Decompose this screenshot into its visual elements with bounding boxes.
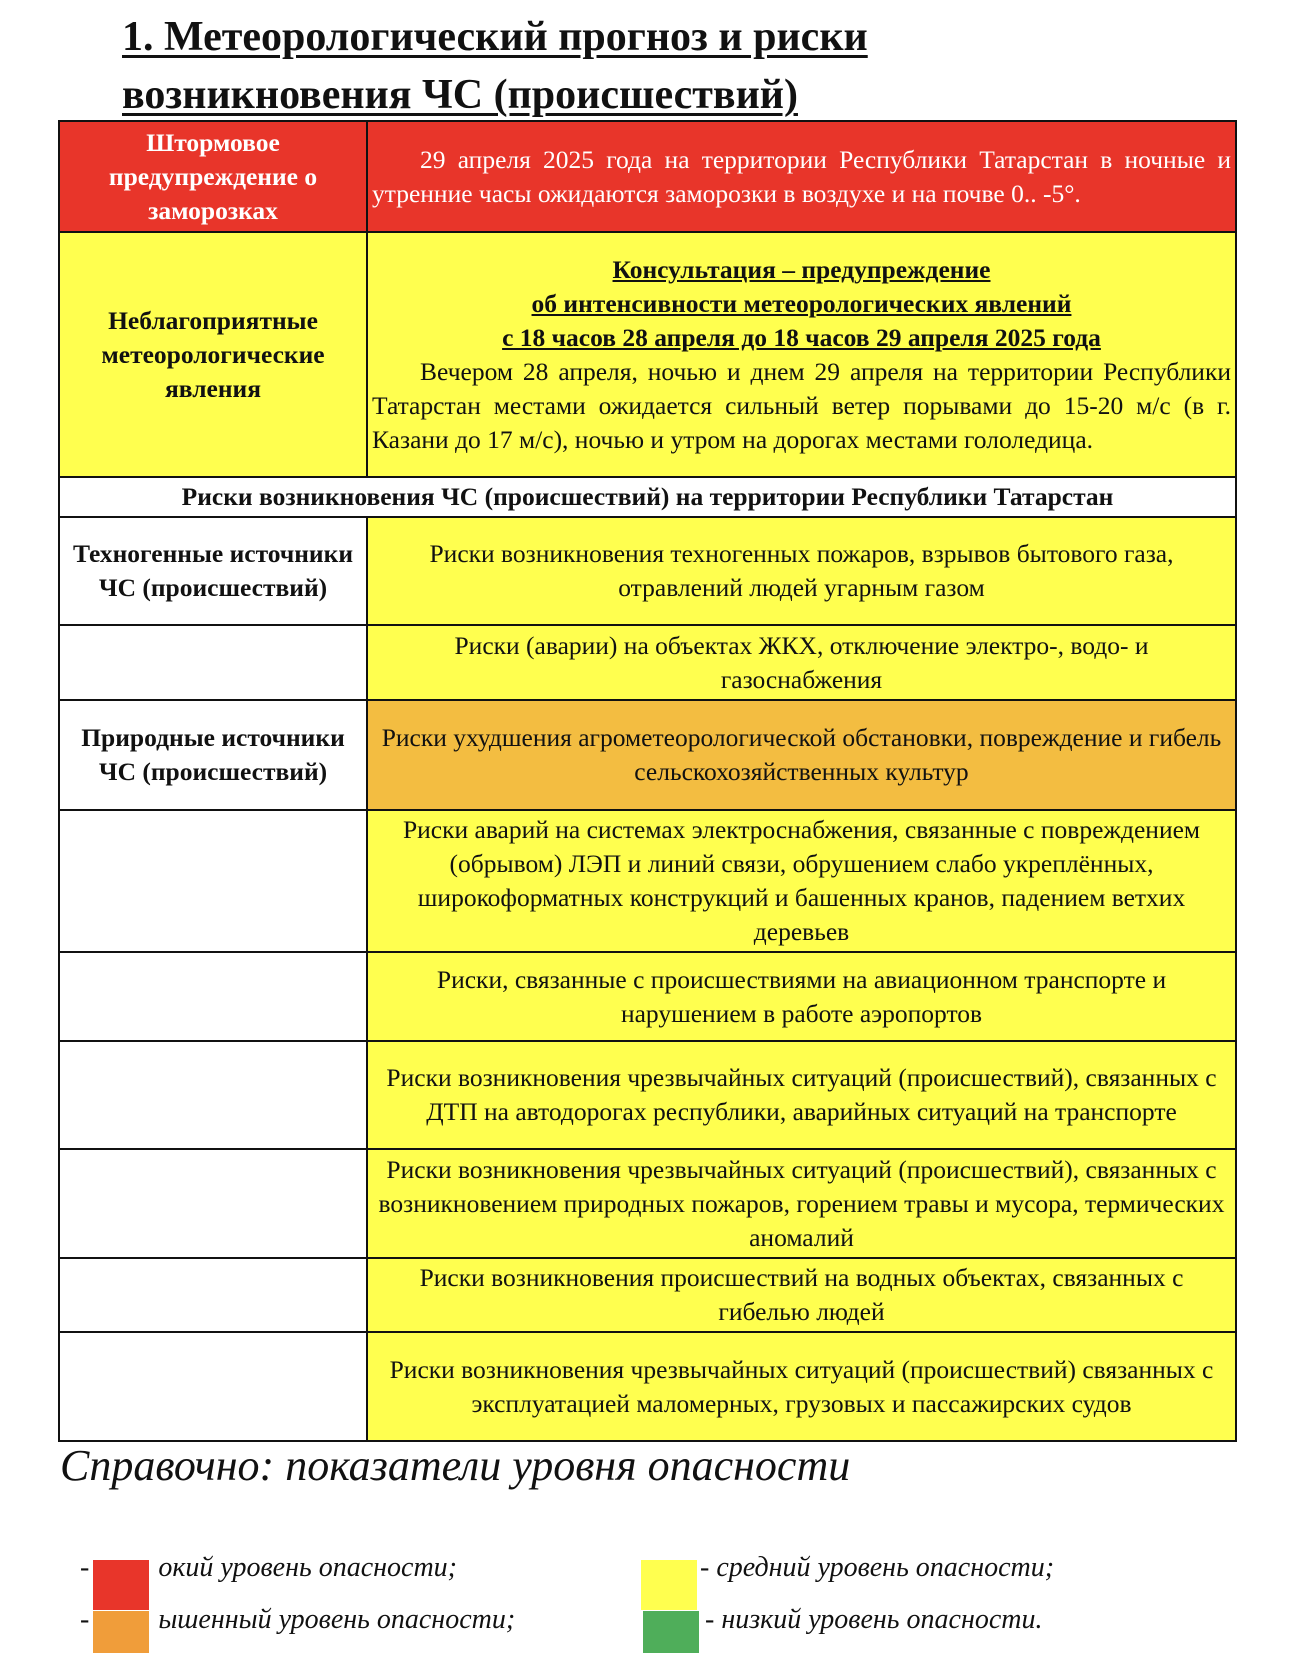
risk-source bbox=[58, 1040, 368, 1150]
risk-row: Риски аварий на системах электроснабжени… bbox=[58, 809, 1237, 953]
risks-header: Риски возникновения ЧС (происшествий) на… bbox=[58, 476, 1237, 518]
risk-row: Риски возникновения чрезвычайных ситуаци… bbox=[58, 1331, 1237, 1442]
forecast-table: Штормовое предупреждение о заморозках 29… bbox=[58, 120, 1237, 1442]
legend-medium: - средний уровень опасности; bbox=[700, 1552, 1055, 1583]
risk-row: Риски, связанные с происшествиями на ави… bbox=[58, 951, 1237, 1042]
risk-source: Природные источники ЧС (происшествий) bbox=[58, 699, 368, 811]
risk-row: Риски возникновения происшествий на водн… bbox=[58, 1257, 1237, 1333]
page-title: 1. Метеорологический прогноз и риски воз… bbox=[122, 14, 868, 118]
risk-source bbox=[58, 1148, 368, 1259]
risk-text: Риски (аварии) на объектах ЖКХ, отключен… bbox=[366, 624, 1237, 701]
risk-source bbox=[58, 1257, 368, 1333]
risk-source bbox=[58, 1331, 368, 1442]
adverse-weather-label: Неблагоприятные метеорологические явлени… bbox=[58, 231, 368, 478]
consultation-subheading: об интенсивности метеорологических явлен… bbox=[531, 288, 1072, 318]
legend-swatch-red bbox=[93, 1560, 149, 1610]
risk-row: Риски (аварии) на объектах ЖКХ, отключен… bbox=[58, 624, 1237, 701]
risk-source bbox=[58, 809, 368, 953]
risk-text: Риски возникновения чрезвычайных ситуаци… bbox=[366, 1331, 1237, 1442]
risk-source bbox=[58, 624, 368, 701]
risk-text: Риски аварий на системах электроснабжени… bbox=[366, 809, 1237, 953]
storm-warning-row: Штормовое предупреждение о заморозках 29… bbox=[58, 120, 1237, 233]
risk-text: Риски возникновения происшествий на водн… bbox=[366, 1257, 1237, 1333]
legend-elevated: - ышенный уровень опасности; bbox=[80, 1604, 516, 1635]
risk-text: Риски возникновения чрезвычайных ситуаци… bbox=[366, 1148, 1237, 1259]
risk-row: Риски возникновения чрезвычайных ситуаци… bbox=[58, 1040, 1237, 1150]
reference-title: Справочно: показатели уровня опасности bbox=[60, 1441, 851, 1490]
risk-text: Риски ухудшения агрометеорологической об… bbox=[366, 699, 1237, 811]
risk-text: Риски возникновения техногенных пожаров,… bbox=[366, 516, 1237, 626]
legend-swatch-yellow bbox=[641, 1560, 697, 1610]
risk-row: Природные источники ЧС (происшествий) Рис… bbox=[58, 699, 1237, 811]
adverse-weather-text: Вечером 28 апреля, ночью и днем 29 апрел… bbox=[372, 356, 1231, 454]
risk-source: Техногенные источники ЧС (происшествий) bbox=[58, 516, 368, 626]
legend-low: - низкий уровень опасности. bbox=[705, 1604, 1043, 1635]
risk-row: Техногенные источники ЧС (происшествий) Р… bbox=[58, 516, 1237, 626]
risk-row: Риски возникновения чрезвычайных ситуаци… bbox=[58, 1148, 1237, 1259]
risk-source bbox=[58, 951, 368, 1042]
consultation-period: с 18 часов 28 апреля до 18 часов 29 апре… bbox=[502, 322, 1101, 352]
risk-text: Риски, связанные с происшествиями на ави… bbox=[366, 951, 1237, 1042]
legend-swatch-orange bbox=[93, 1611, 149, 1653]
legend-swatch-green bbox=[643, 1611, 699, 1653]
adverse-weather-row: Неблагоприятные метеорологические явлени… bbox=[58, 231, 1237, 478]
storm-warning-label: Штормовое предупреждение о заморозках bbox=[58, 120, 368, 233]
storm-warning-text: 29 апреля 2025 года на территории Респуб… bbox=[366, 120, 1237, 233]
risk-text: Риски возникновения чрезвычайных ситуаци… bbox=[366, 1040, 1237, 1150]
risks-header-row: Риски возникновения ЧС (происшествий) на… bbox=[58, 476, 1237, 518]
legend-high: - окий уровень опасности; bbox=[80, 1552, 457, 1583]
consultation-heading: Консультация – предупреждение bbox=[612, 254, 991, 284]
